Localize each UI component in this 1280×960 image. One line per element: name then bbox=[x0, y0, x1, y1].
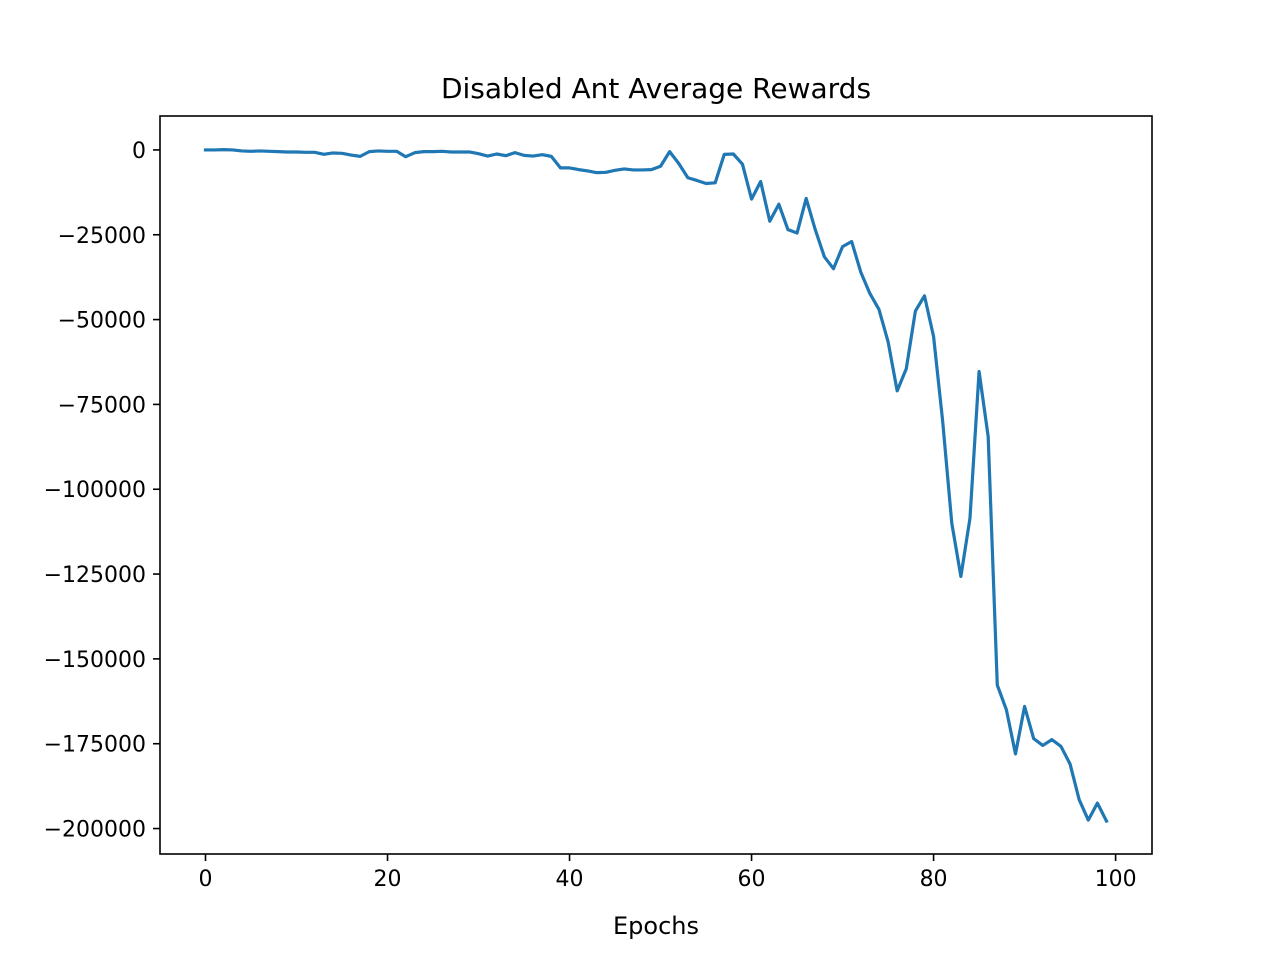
x-tick-label: 20 bbox=[374, 867, 402, 892]
y-tick-label: −50000 bbox=[58, 309, 146, 334]
x-axis-label: Epochs bbox=[613, 912, 699, 940]
x-tick-label: 80 bbox=[920, 867, 948, 892]
x-tick-label: 100 bbox=[1095, 867, 1137, 892]
x-tick-label: 40 bbox=[556, 867, 584, 892]
y-tick-label: −150000 bbox=[44, 648, 146, 673]
y-tick-label: −175000 bbox=[44, 733, 146, 758]
y-tick-label: −75000 bbox=[58, 393, 146, 418]
x-tick-label: 0 bbox=[199, 867, 213, 892]
plot-area: 0 20 40 60 80 100 0 −25000 −50000 −75000 −100000 −1… bbox=[44, 139, 1137, 892]
series-line bbox=[203, 147, 1109, 824]
axes-frame bbox=[159, 115, 1153, 855]
y-tick-label: 0 bbox=[132, 139, 146, 164]
y-tick-label: −25000 bbox=[58, 224, 146, 249]
chart-title: Disabled Ant Average Rewards bbox=[441, 72, 871, 105]
y-tick-label: −125000 bbox=[44, 563, 146, 588]
y-tick-label: −100000 bbox=[44, 478, 146, 503]
x-tick-label: 60 bbox=[738, 867, 766, 892]
y-tick-label: −200000 bbox=[44, 818, 146, 843]
